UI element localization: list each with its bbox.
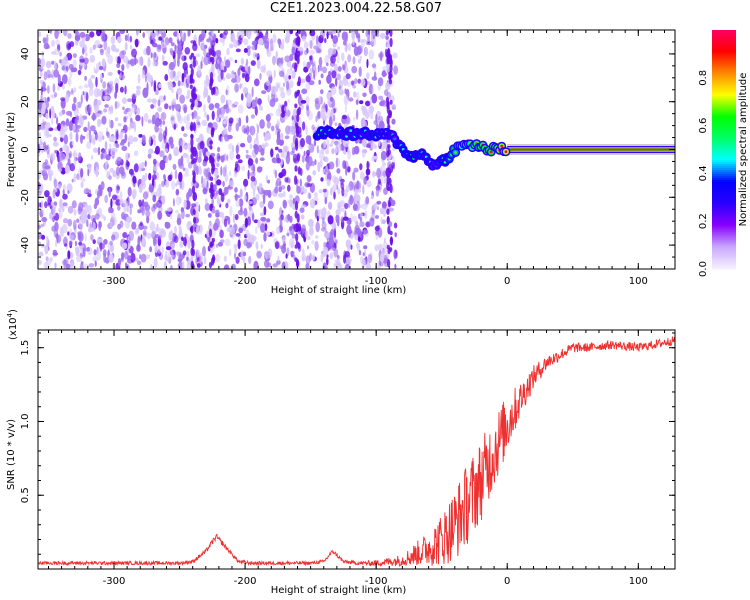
colorbar-tick-label: 0.8: [698, 70, 709, 86]
snr-y-axis-label: SNR (10 * v/v): [6, 419, 17, 490]
spectrogram-x-axis-label: Height of straight line (km): [271, 285, 407, 296]
figure-title: C2E1.2023.004.22.58.G07: [269, 1, 443, 16]
spectrogram-x-tick-label: 100: [629, 276, 648, 287]
snr-x-tick-label: 100: [629, 576, 648, 587]
spectrogram-x-tick-label: -200: [234, 276, 257, 287]
snr-x-tick-label: -200: [234, 576, 257, 587]
snr-y-ticks: 0.5 1.0 1.5: [20, 332, 675, 555]
colorbar: 0.0 0.2 0.4 0.6 0.8 Normalized spectral ampli…: [698, 30, 749, 277]
snr-y-multiplier-text: (x104): [6, 309, 19, 340]
snr-frame: [37, 329, 676, 570]
snr-series-line: [38, 336, 675, 568]
spectrogram-y-ticks: -40 -20 0 20 40: [20, 29, 675, 270]
snr-y-multiplier: (x104): [6, 309, 19, 340]
spectrogram-signal-track: [312, 125, 675, 171]
colorbar-tick-label: 0.6: [698, 118, 709, 134]
spectrogram-x-tick-label: -300: [103, 276, 126, 287]
colorbar-tick-label: 0.2: [698, 213, 709, 229]
spectrogram-y-tick-label: 40: [20, 48, 31, 61]
snr-y-tick-label: 0.5: [20, 487, 31, 503]
spectrogram-x-tick-label: 0: [504, 276, 510, 287]
spectrogram-noise-texture: [38, 30, 398, 269]
spectrogram-plot-area: [38, 30, 675, 269]
snr-x-tick-label: -300: [103, 576, 126, 587]
snr-x-tick-label: 0: [504, 576, 510, 587]
snr-x-axis-label: Height of straight line (km): [271, 585, 407, 596]
snr-y-tick-label: 1.0: [20, 414, 31, 430]
snr-plot-area: [38, 336, 675, 568]
snr-x-tick-label: -100: [365, 576, 388, 587]
colorbar-tick-label: 0.0: [698, 261, 709, 277]
snr-y-tick-label: 1.5: [20, 340, 31, 356]
colorbar-label: Normalized spectral amplitude: [738, 73, 749, 227]
snr-x-ticks: -300 -200 -100 0 100: [47, 330, 666, 587]
spectrogram-y-axis-label: Frequency (Hz): [6, 112, 17, 188]
spectrogram-y-tick-label: 0: [20, 146, 31, 152]
spectrogram-x-ticks: -300 -200 -100 0 100: [47, 30, 666, 287]
spectrogram-y-tick-label: -20: [20, 189, 31, 205]
spectrogram-x-tick-label: -100: [365, 276, 388, 287]
spectrogram-y-tick-label: 20: [20, 95, 31, 108]
colorbar-tick-label: 0.4: [698, 165, 709, 181]
spectrogram-y-tick-label: -40: [20, 237, 31, 253]
